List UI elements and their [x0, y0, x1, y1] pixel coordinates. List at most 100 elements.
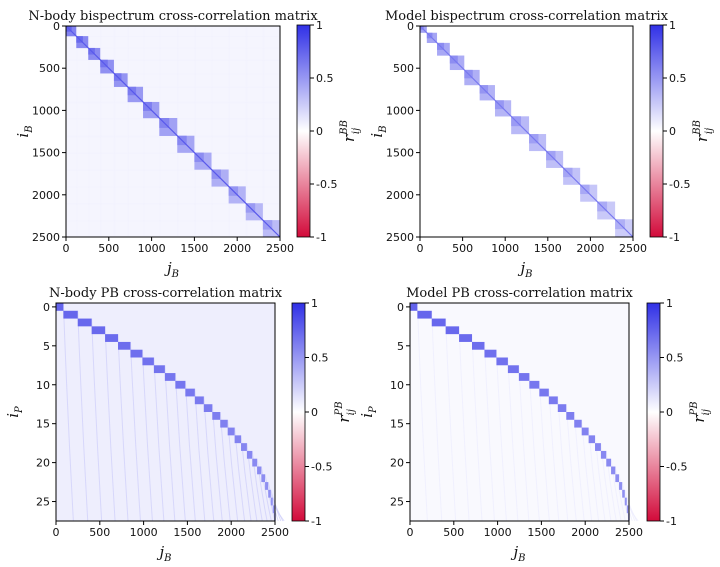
colorbar-tick-label: -1 [669, 231, 680, 244]
heatmap-diagonal-cell [472, 341, 485, 350]
heatmap-streak [507, 357, 519, 522]
y-tick-label: 15 [36, 418, 50, 431]
y-tick-label: 0 [53, 20, 60, 33]
colorbar-label-sub: ij [351, 128, 362, 134]
heatmap-streak [104, 326, 116, 522]
chart-title: Model PB cross-correlation matrix [406, 286, 633, 301]
x-tick-label: 2000 [223, 242, 251, 255]
heatmap-diagonal-cell [194, 396, 204, 405]
x-axis-label-sub: B [524, 269, 532, 280]
heatmap-streak [251, 450, 263, 522]
heatmap-diagonal-cell [484, 349, 497, 358]
heatmap-band [66, 36, 280, 38]
heatmap-streak [518, 365, 530, 522]
y-tick-label: 2000 [386, 189, 414, 202]
x-tick-label: 500 [452, 242, 473, 255]
heatmap-diagonal-cell [507, 365, 519, 374]
heatmap-streak [618, 474, 630, 522]
x-tick-label: 2000 [571, 526, 599, 539]
colorbar-label-sub: ij [701, 409, 712, 415]
heatmap-band [66, 152, 280, 154]
x-tick-label: 2500 [619, 242, 647, 255]
y-tick-label: 1500 [386, 147, 414, 160]
heatmap-diagonal-cell [130, 349, 143, 358]
heatmap-band [494, 26, 497, 237]
colorbar-tick-label: -1 [316, 231, 327, 244]
colorbar-tick-label: 1 [666, 297, 673, 310]
heatmap-diagonal-cell [606, 458, 612, 467]
heatmap-band [66, 59, 280, 61]
heatmap-diagonal-cell [220, 419, 228, 428]
heatmap-diagonal-cell [496, 357, 508, 366]
heatmap-streak [264, 474, 276, 522]
heatmap-diagonal-cell [410, 303, 418, 311]
heatmap-diagonal-cell [622, 489, 625, 498]
heatmap-diagonal [65, 25, 281, 238]
heatmap-band [464, 26, 466, 237]
x-tick-label: 1000 [138, 242, 166, 255]
x-tick-label: 0 [417, 242, 424, 255]
colorbar-tick-label: -1 [666, 515, 677, 528]
heatmap-band [426, 26, 428, 237]
y-axis-label-sub: P [368, 406, 379, 414]
heatmap-streak [458, 326, 470, 522]
colorbar-tick-label: 0 [316, 125, 323, 138]
heatmap-diagonal [419, 25, 634, 238]
heatmap-diagonal-cell [445, 326, 460, 335]
heatmap-diagonal-cell [175, 380, 186, 389]
colorbar-label: rPBij [334, 401, 357, 422]
heatmap-diagonal-cell [105, 334, 119, 342]
colorbar [646, 302, 661, 522]
chart-panel-1: N-body bispectrum cross-correlation matr… [14, 9, 362, 280]
colorbar [649, 24, 664, 238]
heatmap-band [437, 26, 439, 237]
heatmap-band [546, 26, 548, 237]
y-axis-label: iP [4, 406, 25, 418]
heatmap-background [56, 303, 275, 521]
heatmap-diagonal-cell [227, 427, 235, 436]
heatmap-diagonal-cell [557, 404, 567, 412]
colorbar-label-sup: PB [334, 401, 345, 416]
heatmap-band [420, 69, 633, 72]
heatmap-band [228, 26, 231, 237]
y-tick-label: 1500 [32, 147, 60, 160]
heatmap-streak [483, 341, 495, 522]
heatmap-band [66, 47, 280, 49]
heatmap-streak [174, 373, 186, 522]
heatmap-band [615, 26, 617, 237]
heatmap-band [66, 86, 280, 89]
heatmap-band [529, 26, 531, 237]
heatmap-band [420, 150, 633, 153]
heatmap-band [88, 26, 90, 237]
heatmap-diagonal-cell [615, 474, 620, 483]
x-axis-label-sub: B [171, 269, 179, 280]
heatmap-band [420, 42, 633, 44]
heatmap-streak [164, 365, 176, 522]
heatmap-streak [260, 466, 272, 522]
heatmap-diagonal-cell [270, 497, 273, 506]
colorbar-tick-label: 0.5 [311, 352, 329, 365]
heatmap-band [580, 26, 582, 237]
colorbar-label: rPBij [689, 401, 712, 422]
colorbar-label-sup: PB [689, 401, 700, 416]
heatmap-band [479, 26, 481, 237]
heatmap-diagonal-cell [265, 482, 269, 490]
chart-title: N-body bispectrum cross-correlation matr… [28, 9, 318, 24]
heatmap-band [66, 203, 280, 205]
heatmap-band [420, 219, 633, 221]
colorbar-label: rBBij [339, 120, 362, 142]
heatmap-diagonal-cell [234, 435, 242, 444]
colorbar [291, 302, 306, 522]
heatmap-diagonal-cell [261, 474, 266, 483]
y-tick-label: 5 [397, 340, 404, 353]
heatmap-band [177, 26, 179, 237]
colorbar-label-sup: BB [692, 120, 703, 136]
heatmap-diagonal-cell [588, 435, 596, 444]
heatmap-band [66, 135, 280, 138]
heatmap-band [143, 26, 145, 237]
heatmap-streak [471, 334, 483, 522]
heatmap-diagonal-cell [624, 497, 627, 506]
y-axis-label-sub: P [14, 406, 25, 414]
